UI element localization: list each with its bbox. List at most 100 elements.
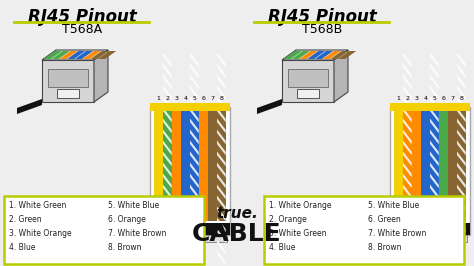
Bar [457, 111, 465, 221]
Polygon shape [430, 152, 439, 166]
Text: 6. Orange: 6. Orange [108, 215, 146, 224]
Text: 1. White Green: 1. White Green [9, 201, 66, 210]
Polygon shape [217, 173, 226, 188]
Polygon shape [457, 74, 465, 89]
Polygon shape [217, 228, 226, 243]
Polygon shape [457, 107, 465, 122]
Polygon shape [430, 196, 439, 210]
Bar [153, 235, 227, 242]
Polygon shape [330, 51, 348, 59]
Polygon shape [190, 163, 199, 177]
Polygon shape [163, 52, 172, 67]
Text: 8: 8 [219, 96, 223, 101]
Text: CABLE: CABLE [192, 222, 282, 246]
Text: 6. Green: 6. Green [368, 215, 401, 224]
Polygon shape [190, 228, 199, 243]
Bar [4, 196, 204, 264]
Bar [403, 111, 412, 221]
Polygon shape [163, 228, 172, 243]
Polygon shape [163, 218, 172, 232]
Polygon shape [403, 251, 412, 265]
Polygon shape [300, 51, 318, 59]
Bar [172, 111, 181, 221]
Polygon shape [430, 97, 439, 111]
Polygon shape [217, 152, 226, 166]
Bar [154, 111, 163, 221]
Text: 4. Blue: 4. Blue [9, 243, 36, 252]
Polygon shape [430, 140, 439, 155]
Polygon shape [430, 173, 439, 188]
Polygon shape [403, 218, 412, 232]
Polygon shape [430, 163, 439, 177]
Polygon shape [163, 163, 172, 177]
Polygon shape [190, 130, 199, 144]
Polygon shape [403, 52, 412, 67]
Bar [190, 111, 199, 221]
Bar [154, 111, 226, 221]
Polygon shape [217, 97, 226, 111]
Polygon shape [91, 51, 109, 59]
Text: 7. White Brown: 7. White Brown [368, 229, 427, 238]
Bar [394, 111, 403, 221]
Text: 2: 2 [405, 96, 410, 101]
Polygon shape [403, 97, 412, 111]
Text: 8. Brown: 8. Brown [368, 243, 401, 252]
Polygon shape [190, 185, 199, 199]
Bar [150, 107, 230, 235]
Bar [150, 103, 230, 111]
Polygon shape [457, 206, 465, 221]
Bar [57, 89, 79, 98]
Polygon shape [430, 228, 439, 243]
Polygon shape [403, 130, 412, 144]
Text: 8. Brown: 8. Brown [108, 243, 142, 252]
Text: 6: 6 [201, 96, 205, 101]
Text: 7: 7 [450, 96, 455, 101]
Bar [297, 89, 319, 98]
Polygon shape [457, 218, 465, 232]
Polygon shape [403, 173, 412, 188]
Bar [448, 111, 457, 221]
Polygon shape [430, 118, 439, 133]
Polygon shape [42, 50, 108, 60]
Polygon shape [457, 85, 465, 100]
Bar [150, 223, 230, 235]
Polygon shape [217, 163, 226, 177]
Polygon shape [217, 239, 226, 254]
Polygon shape [403, 74, 412, 89]
Polygon shape [190, 206, 199, 221]
Polygon shape [163, 251, 172, 265]
Polygon shape [403, 107, 412, 122]
Polygon shape [190, 140, 199, 155]
Polygon shape [457, 52, 465, 67]
Polygon shape [190, 74, 199, 89]
Polygon shape [403, 118, 412, 133]
Polygon shape [403, 239, 412, 254]
Polygon shape [338, 51, 356, 59]
Polygon shape [307, 51, 325, 59]
Bar [217, 111, 226, 221]
Polygon shape [94, 50, 108, 102]
Text: 7. White Brown: 7. White Brown [108, 229, 166, 238]
Polygon shape [457, 130, 465, 144]
Polygon shape [163, 64, 172, 78]
Bar [181, 111, 190, 221]
Polygon shape [430, 107, 439, 122]
Text: RJ45 Pinout: RJ45 Pinout [27, 8, 137, 26]
Polygon shape [457, 152, 465, 166]
Polygon shape [430, 218, 439, 232]
Bar [394, 111, 466, 221]
Polygon shape [190, 251, 199, 265]
Polygon shape [52, 51, 70, 59]
Polygon shape [163, 85, 172, 100]
Polygon shape [217, 130, 226, 144]
Polygon shape [292, 51, 310, 59]
Bar [422, 235, 438, 260]
Polygon shape [83, 51, 100, 59]
Polygon shape [190, 107, 199, 122]
Polygon shape [190, 196, 199, 210]
Polygon shape [457, 173, 465, 188]
Polygon shape [403, 196, 412, 210]
Text: 2. Orange: 2. Orange [269, 215, 307, 224]
Text: 5: 5 [192, 96, 196, 101]
Polygon shape [217, 118, 226, 133]
